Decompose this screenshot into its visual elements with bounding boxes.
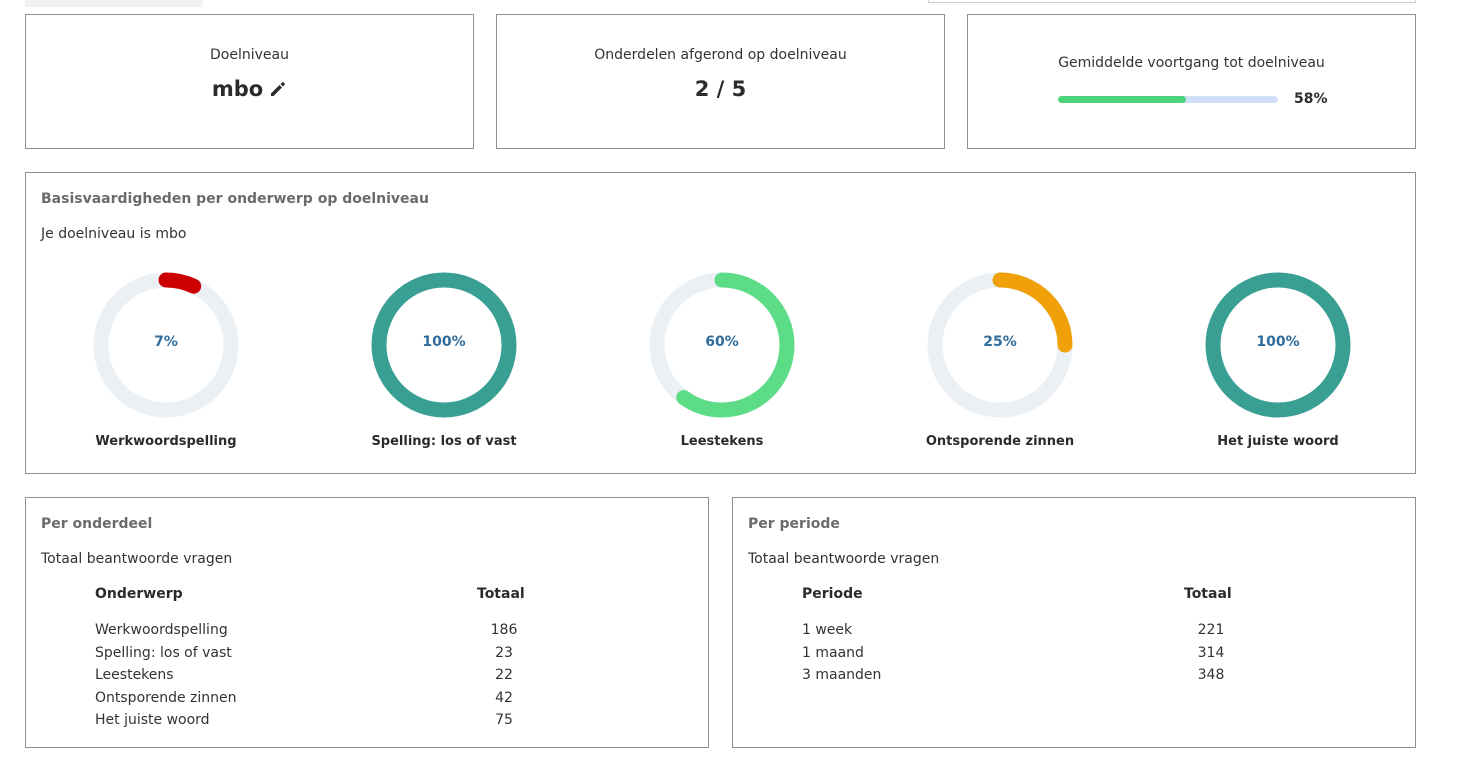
per-onderdeel-subtitle: Totaal beantwoorde vragen [41, 551, 233, 567]
donut-label: Werkwoordspelling [95, 434, 237, 449]
skills-title: Basisvaardigheden per onderwerp op doeln… [41, 191, 429, 207]
table-row: Werkwoordspelling 186 [26, 622, 708, 644]
donut-arc [649, 272, 795, 418]
doelniveau-card: Doelniveau mbo [25, 14, 474, 149]
cell-total: 22 [495, 667, 513, 683]
cell-total: 75 [495, 712, 513, 728]
cell-total: 23 [495, 644, 513, 661]
donut-arc [371, 272, 517, 418]
cell-name: Werkwoordspelling [95, 622, 228, 638]
table-row: Leestekens 22 [26, 667, 708, 689]
doelniveau-value: mbo [211, 77, 264, 101]
cell-name: Spelling: los of vast [95, 644, 232, 661]
per-onderdeel-panel: Per onderdeel Totaal beantwoorde vragen … [25, 497, 709, 748]
cell-name: Ontsporende zinnen [95, 689, 237, 706]
donut-label: Het juiste woord [1217, 434, 1339, 449]
per-periode-title: Per periode [748, 516, 840, 532]
table-row: Ontsporende zinnen 42 [26, 690, 708, 712]
skills-subtitle: Je doelniveau is mbo [41, 226, 187, 242]
cell-name: Leestekens [95, 667, 174, 683]
voortgang-label: Gemiddelde voortgang tot doelniveau [1058, 55, 1325, 71]
donut-arc [93, 272, 239, 418]
donut-chart: 60% [647, 270, 797, 420]
onderdelen-label: Onderdelen afgerond op doelniveau [594, 47, 847, 63]
onderdelen-card: Onderdelen afgerond op doelniveau 2 / 5 [496, 14, 945, 149]
table-row: 1 week 221 [733, 622, 1415, 644]
donut-percent: 100% [1256, 334, 1300, 350]
voortgang-card: Gemiddelde voortgang tot doelniveau 58% [967, 14, 1416, 149]
donut-percent: 7% [154, 334, 178, 350]
donut-percent: 100% [422, 334, 466, 350]
cell-name: 3 maanden [802, 667, 882, 683]
voortgang-progress-bar [1058, 96, 1278, 103]
donut-chart: 25% [925, 270, 1075, 420]
per-onderdeel-title: Per onderdeel [41, 516, 153, 532]
donut-label: Leestekens [680, 434, 764, 449]
cell-name: Het juiste woord [95, 712, 210, 728]
cell-total: 186 [490, 622, 518, 638]
donut-percent: 25% [983, 334, 1017, 350]
donut-label: Spelling: los of vast [371, 434, 517, 449]
onderdelen-value: 2 / 5 [694, 77, 747, 101]
header-periode: Periode [802, 586, 863, 602]
cell-name: 1 week [802, 622, 853, 638]
header-totaal: Totaal [1184, 586, 1232, 602]
per-periode-panel: Per periode Totaal beantwoorde vragen Pe… [732, 497, 1416, 748]
cell-name: 1 maand [802, 644, 864, 661]
donut-arc [1205, 272, 1351, 418]
top-input-edge [928, 0, 1416, 3]
doelniveau-label: Doelniveau [210, 47, 289, 63]
header-onderwerp: Onderwerp [95, 586, 183, 602]
donut-label: Ontsporende zinnen [925, 434, 1075, 449]
per-periode-subtitle: Totaal beantwoorde vragen [748, 551, 940, 567]
donut-chart: 100% [1203, 270, 1353, 420]
cell-total: 42 [495, 689, 513, 706]
voortgang-progress-fill [1058, 96, 1186, 103]
top-tab-strip [25, 0, 203, 7]
donut-arc [927, 272, 1073, 418]
table-row: Het juiste woord 75 [26, 712, 708, 734]
voortgang-percent: 58% [1294, 91, 1328, 107]
cell-total: 221 [1197, 622, 1225, 638]
header-totaal: Totaal [477, 586, 525, 602]
table-row: Spelling: los of vast 23 [26, 645, 708, 667]
pencil-icon[interactable] [269, 79, 287, 103]
cell-total: 348 [1197, 667, 1225, 683]
table-row: 3 maanden 348 [733, 667, 1415, 689]
table-row: 1 maand 314 [733, 645, 1415, 667]
donut-chart: 100% [369, 270, 519, 420]
cell-total: 314 [1197, 644, 1225, 661]
basisvaardigheden-panel: Basisvaardigheden per onderwerp op doeln… [25, 172, 1416, 474]
donut-percent: 60% [705, 334, 739, 350]
doelniveau-value-wrap: mbo [26, 77, 473, 103]
donut-chart: 7% [91, 270, 241, 420]
